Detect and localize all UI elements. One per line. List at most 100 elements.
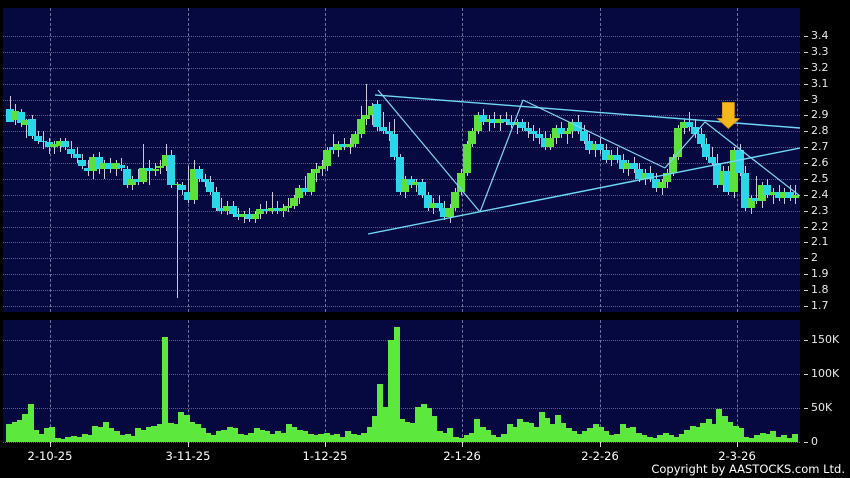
price-axis-label: 3.2 bbox=[811, 60, 829, 74]
volume-bar bbox=[706, 418, 712, 442]
volume-bar bbox=[399, 418, 405, 442]
price-axis-tick bbox=[804, 178, 808, 180]
volume-bar bbox=[711, 424, 717, 442]
price-axis-tick bbox=[804, 83, 808, 85]
volume-bar bbox=[426, 408, 432, 442]
volume-bar bbox=[12, 421, 18, 442]
volume-bar bbox=[555, 414, 561, 442]
price-axis-tick bbox=[804, 67, 808, 69]
candle-body bbox=[139, 167, 147, 183]
volume-bar bbox=[302, 431, 308, 442]
volume-gridline bbox=[3, 408, 800, 410]
candle-body bbox=[457, 172, 465, 192]
volume-axis-label: 50K bbox=[811, 401, 833, 415]
price-axis-label: 2.2 bbox=[811, 219, 829, 233]
volume-bar bbox=[625, 428, 631, 442]
volume-bar bbox=[630, 427, 636, 442]
volume-bar bbox=[749, 437, 755, 442]
price-axis-label: 2.4 bbox=[811, 187, 829, 201]
candle-wick bbox=[221, 198, 222, 214]
volume-bar bbox=[770, 431, 776, 442]
volume-gridline-vertical bbox=[600, 320, 601, 442]
date-axis-label: 3-11-25 bbox=[165, 449, 211, 463]
volume-bar bbox=[345, 431, 351, 442]
volume-bar bbox=[216, 431, 222, 442]
volume-bar bbox=[151, 425, 157, 442]
volume-bar bbox=[308, 433, 314, 442]
price-gridline bbox=[3, 83, 800, 85]
volume-bar bbox=[437, 431, 443, 442]
candle-body bbox=[373, 104, 381, 127]
candle-body bbox=[658, 182, 666, 189]
volume-bar bbox=[447, 428, 453, 442]
price-chart-panel[interactable] bbox=[3, 8, 800, 312]
candle-body bbox=[34, 136, 42, 141]
price-axis-label: 1.9 bbox=[811, 267, 829, 281]
volume-bar bbox=[313, 435, 319, 442]
candle-body bbox=[95, 156, 103, 170]
volume-bar bbox=[421, 404, 427, 442]
volume-bar bbox=[270, 433, 276, 442]
candle-wick bbox=[143, 144, 144, 184]
volume-bar bbox=[458, 437, 464, 442]
volume-bar bbox=[727, 421, 733, 442]
volume-gridline-vertical bbox=[50, 320, 51, 442]
volume-bar bbox=[383, 406, 389, 442]
volume-bar bbox=[291, 427, 297, 442]
volume-bar bbox=[108, 428, 114, 442]
volume-gridline bbox=[3, 374, 800, 376]
volume-bar bbox=[733, 425, 739, 442]
volume-gridline-vertical bbox=[325, 320, 326, 442]
price-gridline-vertical bbox=[600, 8, 601, 312]
candle-body bbox=[22, 120, 30, 125]
candle-body bbox=[256, 209, 264, 214]
price-axis-label: 2.1 bbox=[811, 235, 829, 249]
candle-body bbox=[268, 207, 276, 211]
candle-wick bbox=[266, 201, 267, 214]
volume-bar bbox=[474, 418, 480, 442]
candle-wick bbox=[155, 163, 156, 176]
volume-bar bbox=[178, 412, 184, 442]
candle-body bbox=[212, 191, 220, 208]
volume-bar bbox=[184, 414, 190, 442]
volume-bar bbox=[334, 433, 340, 442]
candle-body bbox=[112, 163, 120, 170]
date-axis-label: 2-10-25 bbox=[27, 449, 73, 463]
volume-bar bbox=[781, 435, 787, 442]
volume-bar bbox=[264, 431, 270, 442]
candle-body bbox=[229, 205, 237, 214]
volume-bar bbox=[189, 421, 195, 442]
volume-bar bbox=[609, 435, 615, 442]
candle-body bbox=[697, 134, 705, 144]
volume-bar bbox=[614, 433, 620, 442]
copyright-notice: Copyright by AASTOCKS.com Ltd. bbox=[651, 462, 845, 476]
volume-bar bbox=[33, 429, 39, 442]
price-axis-label: 1.8 bbox=[811, 283, 829, 297]
volume-bar bbox=[318, 433, 324, 442]
volume-bar bbox=[254, 428, 260, 442]
volume-bar bbox=[281, 432, 287, 442]
date-axis-tick bbox=[600, 442, 601, 447]
volume-bar bbox=[17, 420, 23, 442]
price-axis-tick bbox=[804, 274, 808, 276]
volume-chart-panel[interactable] bbox=[3, 320, 800, 443]
candle-body bbox=[295, 188, 303, 198]
candle-body bbox=[39, 140, 47, 143]
volume-bar bbox=[82, 433, 88, 442]
price-axis-tick bbox=[804, 36, 808, 37]
volume-bar bbox=[534, 427, 540, 442]
volume-bar bbox=[44, 428, 50, 442]
volume-bar bbox=[22, 413, 28, 442]
candle-body bbox=[134, 178, 142, 183]
volume-axis-tick bbox=[804, 442, 808, 443]
candle-wick bbox=[188, 166, 189, 203]
candle-body bbox=[279, 207, 287, 211]
candle-wick bbox=[177, 182, 178, 299]
candle-body bbox=[312, 169, 320, 173]
candle-body bbox=[284, 205, 292, 208]
volume-bar bbox=[146, 427, 152, 442]
candle-body bbox=[251, 213, 259, 219]
volume-bar bbox=[92, 425, 98, 442]
volume-bar bbox=[162, 336, 168, 442]
candle-body bbox=[362, 115, 370, 119]
